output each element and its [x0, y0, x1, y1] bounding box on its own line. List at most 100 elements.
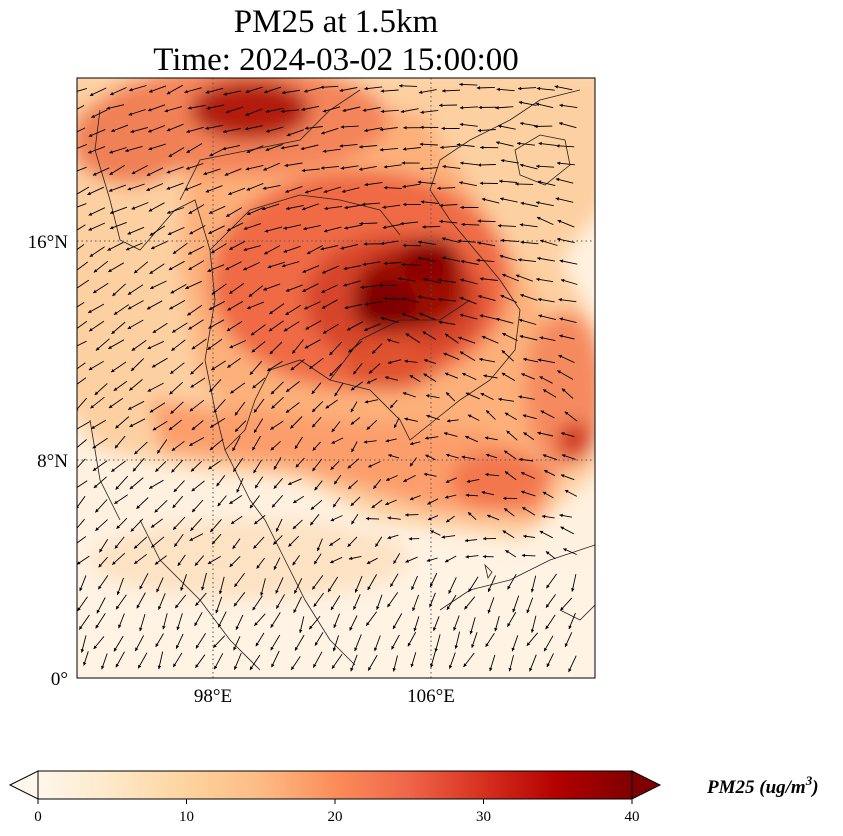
- wind-arrow-head: [270, 646, 274, 651]
- wind-arrow-head: [446, 606, 451, 610]
- wind-arrow-head: [537, 216, 541, 221]
- wind-arrow-head: [154, 561, 159, 565]
- wind-arrow-head: [408, 537, 412, 541]
- wind-arrow-head: [245, 127, 249, 131]
- wind-arrow-head: [101, 665, 105, 670]
- wind-arrow-head: [89, 327, 93, 332]
- wind-arrow-head: [265, 147, 270, 151]
- wind-arrow-head: [324, 206, 328, 211]
- wind-arrow-head: [176, 626, 180, 631]
- wind-arrow-head: [364, 400, 369, 404]
- wind-arrow-head: [113, 387, 118, 391]
- wind-arrow-head: [446, 453, 450, 457]
- wind-arrow-head: [520, 293, 524, 298]
- wind-arrow-head: [443, 352, 447, 356]
- wind-arrow-head: [411, 586, 415, 590]
- wind-arrow-head: [243, 247, 248, 252]
- wind-arrow-head: [118, 624, 122, 629]
- wind-arrow-head: [146, 187, 150, 191]
- wind-arrow-head: [391, 645, 395, 650]
- wind-arrow-head: [114, 545, 119, 549]
- wind-arrow-shaft: [77, 203, 87, 208]
- wind-arrow-head: [521, 490, 525, 494]
- wind-arrow-head: [227, 307, 232, 311]
- wind-arrow-head: [409, 462, 414, 467]
- wind-arrow-head: [135, 647, 139, 652]
- wind-arrow-head: [426, 414, 430, 418]
- wind-arrow-shaft: [77, 320, 88, 329]
- wind-arrow-head: [235, 626, 239, 630]
- wind-arrow-head: [542, 491, 547, 495]
- wind-arrow-head: [368, 464, 372, 468]
- wind-arrow-head: [106, 106, 110, 110]
- wind-arrow-head: [392, 668, 396, 672]
- wind-arrow-head: [70, 171, 74, 174]
- wind-arrow-head: [412, 607, 416, 611]
- wind-arrow-head: [98, 563, 102, 568]
- wind-arrow-head: [418, 240, 422, 244]
- wind-arrow-head: [379, 127, 384, 132]
- wind-arrow-head: [481, 490, 486, 495]
- wind-arrow-head: [499, 179, 503, 183]
- wind-arrow-head: [173, 663, 177, 668]
- wind-arrow-head: [521, 472, 525, 476]
- wind-arrow-head: [477, 128, 482, 133]
- wind-arrow-head: [460, 205, 464, 210]
- wind-arrow-head: [329, 372, 333, 377]
- wind-arrow-head: [481, 197, 486, 202]
- wind-arrow-head: [489, 667, 493, 672]
- wind-arrow-head: [347, 465, 352, 469]
- wind-arrow-head: [166, 128, 171, 132]
- wind-arrow-head: [323, 330, 327, 334]
- wind-arrow-head: [487, 609, 491, 614]
- wind-arrow-head: [302, 269, 307, 273]
- colorbar-tick-30: 30: [476, 809, 491, 825]
- wind-arrow-head: [216, 482, 220, 487]
- wind-arrow-head: [302, 288, 306, 292]
- wind-arrow-head: [559, 317, 563, 321]
- map-frame: [76, 77, 596, 679]
- wind-arrow-head: [264, 229, 269, 233]
- wind-arrow-head: [93, 484, 98, 488]
- wind-arrow-head: [439, 203, 443, 208]
- wind-arrow-head: [185, 285, 189, 289]
- wind-arrow-head: [556, 144, 560, 148]
- wind-arrow-head: [68, 111, 72, 114]
- wind-arrow-head: [209, 153, 214, 157]
- wind-arrow-head: [418, 90, 423, 94]
- wind-arrow-head: [343, 283, 347, 287]
- wind-arrow-head: [281, 263, 286, 268]
- wind-arrow-head: [383, 296, 387, 301]
- wind-arrow-head: [482, 554, 487, 559]
- wind-arrow-head: [459, 296, 464, 301]
- wind-arrow-head: [285, 288, 290, 292]
- wind-arrow-head: [73, 448, 77, 451]
- wind-arrow-head: [94, 391, 99, 395]
- wind-arrow-head: [340, 125, 344, 129]
- colorbar-tick-10: 10: [179, 809, 194, 825]
- wind-arrow-head: [478, 105, 482, 110]
- wind-arrow-head: [402, 297, 406, 301]
- wind-arrow-head: [362, 262, 367, 266]
- wind-arrow-head: [560, 278, 565, 283]
- wind-arrow-head: [247, 211, 251, 215]
- wind-arrow-head: [255, 484, 259, 489]
- wind-arrow-head: [148, 108, 152, 112]
- wind-arrow-head: [218, 590, 223, 595]
- wind-arrow-head: [168, 426, 173, 431]
- wind-arrow-head: [518, 395, 522, 399]
- wind-arrow-head: [427, 517, 432, 521]
- wind-arrow-head: [129, 387, 133, 391]
- wind-arrow-head: [402, 184, 406, 189]
- wind-arrow-head: [390, 404, 394, 409]
- wind-arrow-head: [518, 318, 523, 323]
- wind-arrow-head: [228, 191, 232, 195]
- wind-arrow-head: [172, 329, 176, 333]
- wind-arrow-head: [222, 146, 226, 151]
- wind-arrow-head: [460, 259, 465, 264]
- wind-arrow-head: [252, 384, 256, 389]
- wind-arrow-head: [265, 109, 270, 113]
- wind-arrow-head: [568, 668, 572, 672]
- wind-arrow-head: [380, 89, 384, 93]
- wind-arrow-head: [171, 447, 176, 451]
